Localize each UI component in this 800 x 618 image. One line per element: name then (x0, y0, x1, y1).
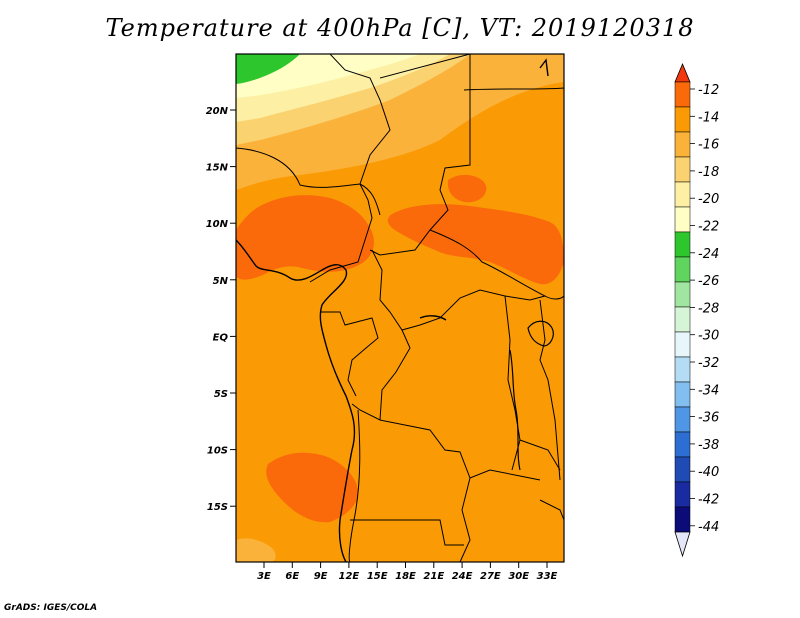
warm-patch-south-atlantic (266, 452, 359, 523)
colorbar-label: -24 (698, 247, 719, 262)
colorbar-bottom-arrow (674, 531, 691, 558)
lat-tick-label: 15S (207, 502, 228, 513)
colorbar-cell (674, 256, 691, 283)
lat-tick-label: 20N (206, 106, 229, 117)
colorbar-label: -16 (698, 138, 719, 153)
lat-tick-label: EQ (213, 332, 229, 343)
lon-tick-label: 18E (395, 571, 416, 582)
lat-tick-label: 5N (213, 276, 229, 287)
colorbar-cell (674, 331, 691, 358)
lon-tick-label: 33E (537, 571, 558, 582)
colorbar-label: -12 (698, 83, 719, 98)
colorbar-label: -22 (698, 220, 719, 235)
lon-tick-label: 9E (314, 571, 328, 582)
lon-tick-label: 6E (285, 571, 299, 582)
lon-tick-label: 30E (508, 571, 529, 582)
colorbar-cell (674, 181, 691, 208)
colorbar-cell (674, 131, 691, 158)
lon-tick-label: 3E (257, 571, 271, 582)
temperature-band-24 (236, 54, 300, 84)
longitude-axis: 3E 6E 9E 12E 15E 18E 21E 24E 27E 30E 33E (257, 562, 558, 582)
cool-patch-southwest (236, 538, 276, 562)
colorbar-cell (674, 81, 691, 108)
lon-tick-label: 15E (367, 571, 388, 582)
colorbar-cell (674, 431, 691, 458)
warm-patch-central-africa (387, 204, 564, 285)
country-borders (235, 53, 565, 563)
lat-tick-label: 5S (214, 389, 228, 400)
coastline (235, 58, 554, 563)
colorbar-label: -28 (698, 301, 719, 316)
lat-tick-label: 10N (206, 219, 229, 230)
colorbar-cell (674, 381, 691, 408)
warm-patch-west-africa (236, 195, 374, 280)
colorbar-cell (674, 506, 691, 533)
colorbar-label: -34 (698, 383, 719, 398)
colorbar-cell (674, 456, 691, 483)
colorbar-cell (674, 231, 691, 258)
colorbar-cell (674, 406, 691, 433)
colorbar-label: -30 (698, 329, 719, 344)
colorbar-label: -40 (698, 465, 719, 480)
colorbar: -12 -14 -16 -18 -20 -22 -24 -26 -28 -30 -32 -34 -36 -… (674, 62, 719, 558)
grads-credit: GrADS: IGES/COLA (4, 603, 98, 613)
colorbar-cell (674, 356, 691, 383)
colorbar-label: -36 (698, 411, 719, 426)
warm-patch-east (447, 174, 487, 203)
colorbar-label: -38 (698, 438, 719, 453)
colorbar-label: -18 (698, 165, 719, 180)
lon-tick-label: 27E (480, 571, 501, 582)
colorbar-top-arrow (674, 62, 691, 83)
chart-title: Temperature at 400hPa [C], VT: 201912031… (105, 14, 695, 42)
lon-tick-label: 21E (423, 571, 444, 582)
colorbar-label: -42 (698, 493, 719, 508)
colorbar-label: -20 (698, 192, 719, 207)
colorbar-cell (674, 306, 691, 333)
colorbar-cell (674, 281, 691, 308)
colorbar-label: -44 (698, 520, 719, 535)
lon-tick-label: 12E (339, 571, 360, 582)
colorbar-cell (674, 481, 691, 508)
lat-tick-label: 15N (206, 163, 229, 174)
lat-tick-label: 10S (207, 446, 228, 457)
colorbar-label: -14 (698, 110, 719, 125)
colorbar-label: -26 (698, 274, 719, 289)
colorbar-cell (674, 106, 691, 133)
colorbar-cell (674, 206, 691, 233)
latitude-axis: 20N 15N 10N 5N EQ 5S 10S 15S (206, 106, 236, 513)
colorbar-label: -32 (698, 356, 719, 371)
colorbar-cell (674, 156, 691, 183)
lon-tick-label: 24E (452, 571, 473, 582)
plot-frame (235, 53, 565, 563)
